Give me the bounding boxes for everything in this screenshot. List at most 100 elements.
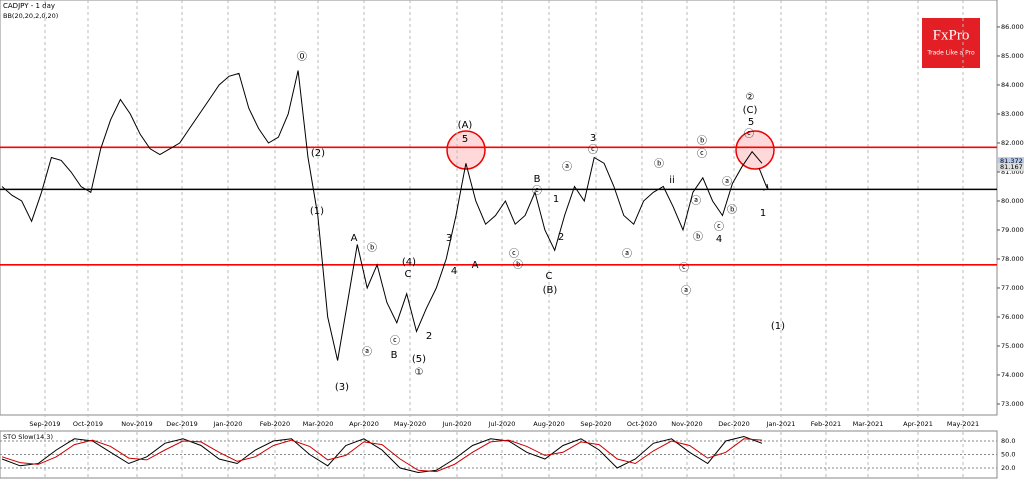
wave-label: ⓑ — [697, 135, 707, 147]
wave-label: A — [472, 260, 479, 271]
wave-label: 5 — [462, 134, 468, 145]
y-tick-label: 76.000 — [1001, 313, 1024, 321]
wave-label: 2 — [558, 232, 564, 243]
y-tick-label: 80.000 — [1001, 197, 1024, 205]
price-tag — [998, 157, 1024, 166]
wave-label: 1 — [553, 194, 559, 205]
x-tick-label: Mar-2020 — [303, 420, 334, 428]
wave-label: ⓑ — [727, 204, 737, 216]
wave-label: 5 — [748, 117, 754, 128]
series-line — [1, 438, 763, 473]
wave-label: 3 — [590, 133, 596, 144]
y-tick-label: 83.000 — [1001, 110, 1024, 118]
y-tick-label: 86.000 — [1001, 23, 1024, 31]
y-tick-label: 50.0 — [1001, 451, 1015, 459]
x-tick-label: Sep-2020 — [580, 420, 611, 428]
wave-label: ⓪ — [297, 51, 307, 63]
wave-label: ⓒ — [679, 262, 689, 274]
wave-label: (5) — [412, 354, 426, 365]
wave-label: (B) — [543, 285, 558, 296]
y-tick-label: 78.000 — [1001, 255, 1024, 263]
wave-label: ⓐ — [691, 195, 701, 207]
wave-label: ⓒ — [390, 335, 400, 347]
price-tag — [998, 163, 1024, 172]
x-tick-label: Jan-2021 — [766, 420, 796, 428]
y-tick-label: 81.000 — [1001, 168, 1024, 176]
x-tick-label: Apr-2021 — [903, 420, 933, 428]
y-tick-label: 74.000 — [1001, 371, 1024, 379]
wave-label: 2 — [426, 331, 432, 342]
y-tick-label: 79.000 — [1001, 226, 1024, 234]
wave-label: ⓒ — [588, 144, 598, 156]
x-tick-label: Nov-2019 — [121, 420, 152, 428]
price-label: 81.167 — [1000, 163, 1023, 171]
wave-label: ⓑ — [693, 231, 703, 243]
wave-label: (1) — [310, 206, 324, 217]
x-tick-label: Dec-2019 — [166, 420, 197, 428]
y-tick-label: 85.000 — [1001, 52, 1024, 60]
x-tick-label: Feb-2020 — [260, 420, 290, 428]
series-line — [1, 435, 763, 474]
wave-label: ① — [415, 367, 424, 378]
x-tick-label: Oct-2020 — [627, 420, 657, 428]
x-tick-label: Jan-2020 — [213, 420, 243, 428]
highlight-circle — [735, 130, 775, 170]
wave-label: 4 — [716, 234, 722, 245]
wave-label: B — [534, 174, 541, 185]
chart-title: CADJPY - 1 day — [3, 2, 55, 10]
wave-label: C — [546, 271, 553, 282]
wave-label: (2) — [311, 148, 325, 159]
wave-label: (1) — [771, 321, 785, 332]
wave-label: ii — [669, 175, 675, 186]
arrow — [758, 167, 768, 189]
wave-label: ⓒ — [509, 248, 519, 260]
price-label: 81.372 — [1000, 157, 1023, 165]
wave-label: 1 — [760, 208, 766, 219]
wave-label: ⓑ — [654, 158, 664, 170]
wave-label: ⓑ — [367, 242, 377, 254]
indicator-label: BB(20,20,2,0,20) — [3, 12, 58, 20]
y-tick-label: 77.000 — [1001, 284, 1024, 292]
wave-label: ⓐ — [362, 346, 372, 358]
wave-label: A — [351, 233, 358, 244]
x-tick-label: May-2021 — [947, 420, 979, 428]
x-tick-label: Dec-2020 — [718, 420, 749, 428]
y-tick-label: 20.0 — [1001, 464, 1015, 472]
wave-label: ⓒ — [697, 148, 707, 160]
wave-label: B — [391, 350, 398, 361]
x-tick-label: Mar-2021 — [853, 420, 884, 428]
logo-tagline: Trade Like a Pro — [926, 50, 975, 57]
logo-name: FxPro — [933, 27, 970, 43]
wave-label: (3) — [335, 382, 349, 393]
wave-label: ⓐ — [722, 176, 732, 188]
wave-label: (A) — [458, 120, 473, 131]
plot-frame — [0, 0, 998, 416]
x-tick-label: Jul-2020 — [488, 420, 516, 428]
x-tick-label: Aug-2020 — [533, 420, 565, 428]
x-tick-label: May-2020 — [394, 420, 426, 428]
wave-label: 3 — [446, 233, 452, 244]
wave-label: ⓑ — [513, 259, 523, 271]
wave-label: ⓐ — [622, 248, 632, 260]
wave-label: ⓐ — [562, 161, 572, 173]
wave-label: ⓒ — [744, 128, 754, 140]
x-tick-label: Feb-2021 — [811, 420, 841, 428]
logo-box — [922, 18, 980, 68]
x-tick-label: Nov-2020 — [671, 420, 702, 428]
wave-label: ⓒ — [714, 221, 724, 233]
wave-label: 4 — [451, 266, 457, 277]
series-line — [1, 70, 763, 361]
y-tick-label: 84.000 — [1001, 81, 1024, 89]
y-tick-label: 82.000 — [1001, 139, 1024, 147]
x-tick-label: Sep-2019 — [29, 420, 60, 428]
x-tick-label: Oct-2019 — [73, 420, 103, 428]
wave-label: ② — [746, 92, 755, 103]
y-tick-label: 80.0 — [1001, 437, 1015, 445]
wave-label: ⓒ — [532, 185, 542, 197]
x-tick-label: Apr-2020 — [349, 420, 379, 428]
wave-label: (4) — [402, 257, 416, 268]
wave-label: C — [405, 269, 412, 280]
y-tick-label: 75.000 — [1001, 342, 1024, 350]
x-tick-label: Jun-2020 — [441, 420, 471, 428]
